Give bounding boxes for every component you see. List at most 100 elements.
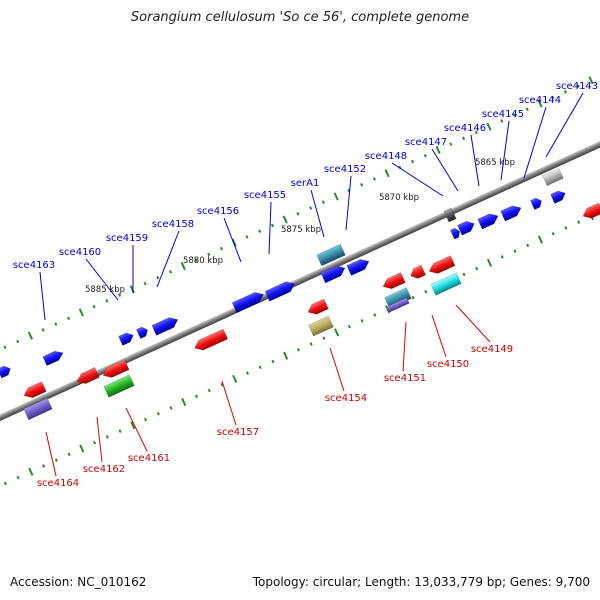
gene-unlabeled[interactable] bbox=[386, 297, 410, 313]
gene-unlabeled[interactable] bbox=[443, 207, 457, 223]
tick-mark bbox=[474, 130, 478, 135]
tick-mark bbox=[118, 293, 122, 297]
label-sce4147[interactable]: sce4147 bbox=[405, 137, 459, 192]
tick-mark bbox=[360, 319, 364, 323]
gene-sce4151[interactable] bbox=[381, 272, 406, 291]
gene-sce4145[interactable] bbox=[530, 196, 543, 210]
tick-mark bbox=[296, 212, 300, 216]
svg-text:sce4151: sce4151 bbox=[384, 373, 426, 384]
gene-unlabeled[interactable] bbox=[308, 315, 334, 337]
gene-sce4164[interactable] bbox=[22, 381, 47, 400]
svg-text:sce4154: sce4154 bbox=[325, 393, 367, 404]
label-sce4162[interactable]: sce4162 bbox=[83, 416, 125, 475]
gene-sce4156[interactable] bbox=[231, 289, 266, 313]
gene-sce4152[interactable] bbox=[346, 256, 372, 276]
gene-unlabeled[interactable] bbox=[542, 167, 564, 187]
gene-unlabeled[interactable] bbox=[581, 202, 600, 221]
tick-mark bbox=[41, 328, 45, 332]
svg-text:sce4152: sce4152 bbox=[324, 164, 366, 175]
tick-mark bbox=[79, 444, 85, 453]
tick-mark bbox=[486, 258, 493, 267]
map-title: Sorangium cellulosum 'So ce 56', complet… bbox=[130, 10, 470, 25]
tick-mark bbox=[296, 348, 300, 352]
tick-mark bbox=[588, 76, 594, 85]
label-sce4143[interactable]: sce4143 bbox=[545, 81, 598, 158]
gene-sce4154[interactable] bbox=[306, 298, 329, 317]
gene-unlabeled[interactable] bbox=[0, 364, 13, 379]
tick-mark bbox=[143, 281, 147, 286]
tick-mark bbox=[512, 113, 517, 117]
tick-mark bbox=[411, 295, 415, 300]
tick-mark bbox=[3, 481, 7, 486]
tick-mark bbox=[16, 475, 20, 480]
gene-unlabeled[interactable] bbox=[316, 243, 346, 267]
gene-sce4159[interactable] bbox=[136, 325, 149, 339]
label-sce4157[interactable]: sce4157 bbox=[217, 380, 259, 438]
genome-backbone bbox=[0, 120, 600, 442]
tick-mark bbox=[156, 275, 160, 280]
tick-mark bbox=[258, 365, 262, 370]
label-sce4150[interactable]: sce4150 bbox=[427, 314, 469, 370]
label-sce4149[interactable]: sce4149 bbox=[455, 304, 513, 355]
gene-sce4149[interactable] bbox=[427, 255, 456, 277]
label-sce4145[interactable]: sce4145 bbox=[482, 109, 524, 181]
label-sce4152[interactable]: sce4152 bbox=[324, 164, 366, 231]
gene-sce4157[interactable] bbox=[192, 328, 229, 353]
tick-mark bbox=[54, 322, 58, 326]
gene-sce4163[interactable] bbox=[42, 348, 65, 367]
tick-mark bbox=[181, 398, 187, 407]
genome-summary-text: Topology: circular; Length: 13,033,779 b… bbox=[252, 575, 590, 589]
label-sce4156[interactable]: sce4156 bbox=[197, 206, 242, 263]
tick-mark bbox=[500, 255, 504, 259]
gene-sce4143[interactable] bbox=[550, 189, 568, 204]
gene-unlabeled[interactable] bbox=[103, 374, 135, 398]
label-sce4151[interactable]: sce4151 bbox=[384, 321, 426, 384]
tick-mark bbox=[513, 249, 517, 253]
tick-mark bbox=[475, 266, 479, 271]
gene-sce4150[interactable] bbox=[408, 264, 426, 281]
gene-sce4147[interactable] bbox=[477, 211, 501, 230]
gene-unlabeled[interactable] bbox=[23, 397, 53, 421]
gene-sce4160[interactable] bbox=[118, 331, 136, 346]
tick-mark bbox=[105, 435, 109, 439]
label-sce4146[interactable]: sce4146 bbox=[444, 123, 486, 187]
tick-mark bbox=[78, 308, 84, 317]
label-sce4144[interactable]: sce4144 bbox=[519, 95, 561, 179]
gene-sce4148[interactable] bbox=[457, 219, 476, 236]
label-sce4155[interactable]: sce4155 bbox=[244, 190, 286, 255]
tick-mark bbox=[576, 84, 580, 88]
tick-mark bbox=[28, 467, 34, 476]
svg-text:sce4160: sce4160 bbox=[59, 247, 101, 258]
label-sce4161[interactable]: sce4161 bbox=[125, 407, 170, 464]
label-sce4160[interactable]: sce4160 bbox=[59, 247, 119, 301]
gene-sera1[interactable] bbox=[320, 263, 347, 284]
label-sce4154[interactable]: sce4154 bbox=[325, 347, 367, 404]
tick-mark bbox=[42, 464, 46, 468]
label-sce4148[interactable]: sce4148 bbox=[365, 151, 444, 197]
gene-sce4162[interactable] bbox=[75, 367, 100, 386]
svg-text:sce4155: sce4155 bbox=[244, 190, 286, 201]
tick-mark bbox=[424, 290, 428, 294]
gene-unlabeled[interactable] bbox=[449, 227, 461, 240]
tick-mark bbox=[423, 153, 427, 158]
tick-mark bbox=[180, 261, 186, 271]
tick-mark bbox=[169, 406, 173, 410]
gene-sce4146[interactable] bbox=[500, 203, 524, 222]
gene-sce4158[interactable] bbox=[151, 315, 180, 336]
tick-mark bbox=[67, 452, 71, 457]
svg-text:sce4158: sce4158 bbox=[152, 219, 194, 230]
gene-sce4161[interactable] bbox=[101, 359, 130, 381]
label-sce4158[interactable]: sce4158 bbox=[152, 219, 194, 288]
label-sce4159[interactable]: sce4159 bbox=[106, 233, 148, 293]
gene-unlabeled[interactable] bbox=[384, 287, 412, 309]
tick-mark bbox=[486, 122, 492, 131]
label-sce4163[interactable]: sce4163 bbox=[13, 260, 55, 321]
tick-mark bbox=[564, 226, 568, 230]
gene-sce4155[interactable] bbox=[264, 279, 297, 302]
svg-text:sce4148: sce4148 bbox=[365, 151, 407, 162]
label-sera1[interactable]: serA1 bbox=[291, 178, 325, 238]
label-sce4164[interactable]: sce4164 bbox=[37, 431, 79, 489]
tick-mark bbox=[156, 411, 160, 416]
gene-unlabeled[interactable] bbox=[430, 272, 462, 296]
tick-mark bbox=[525, 107, 529, 112]
